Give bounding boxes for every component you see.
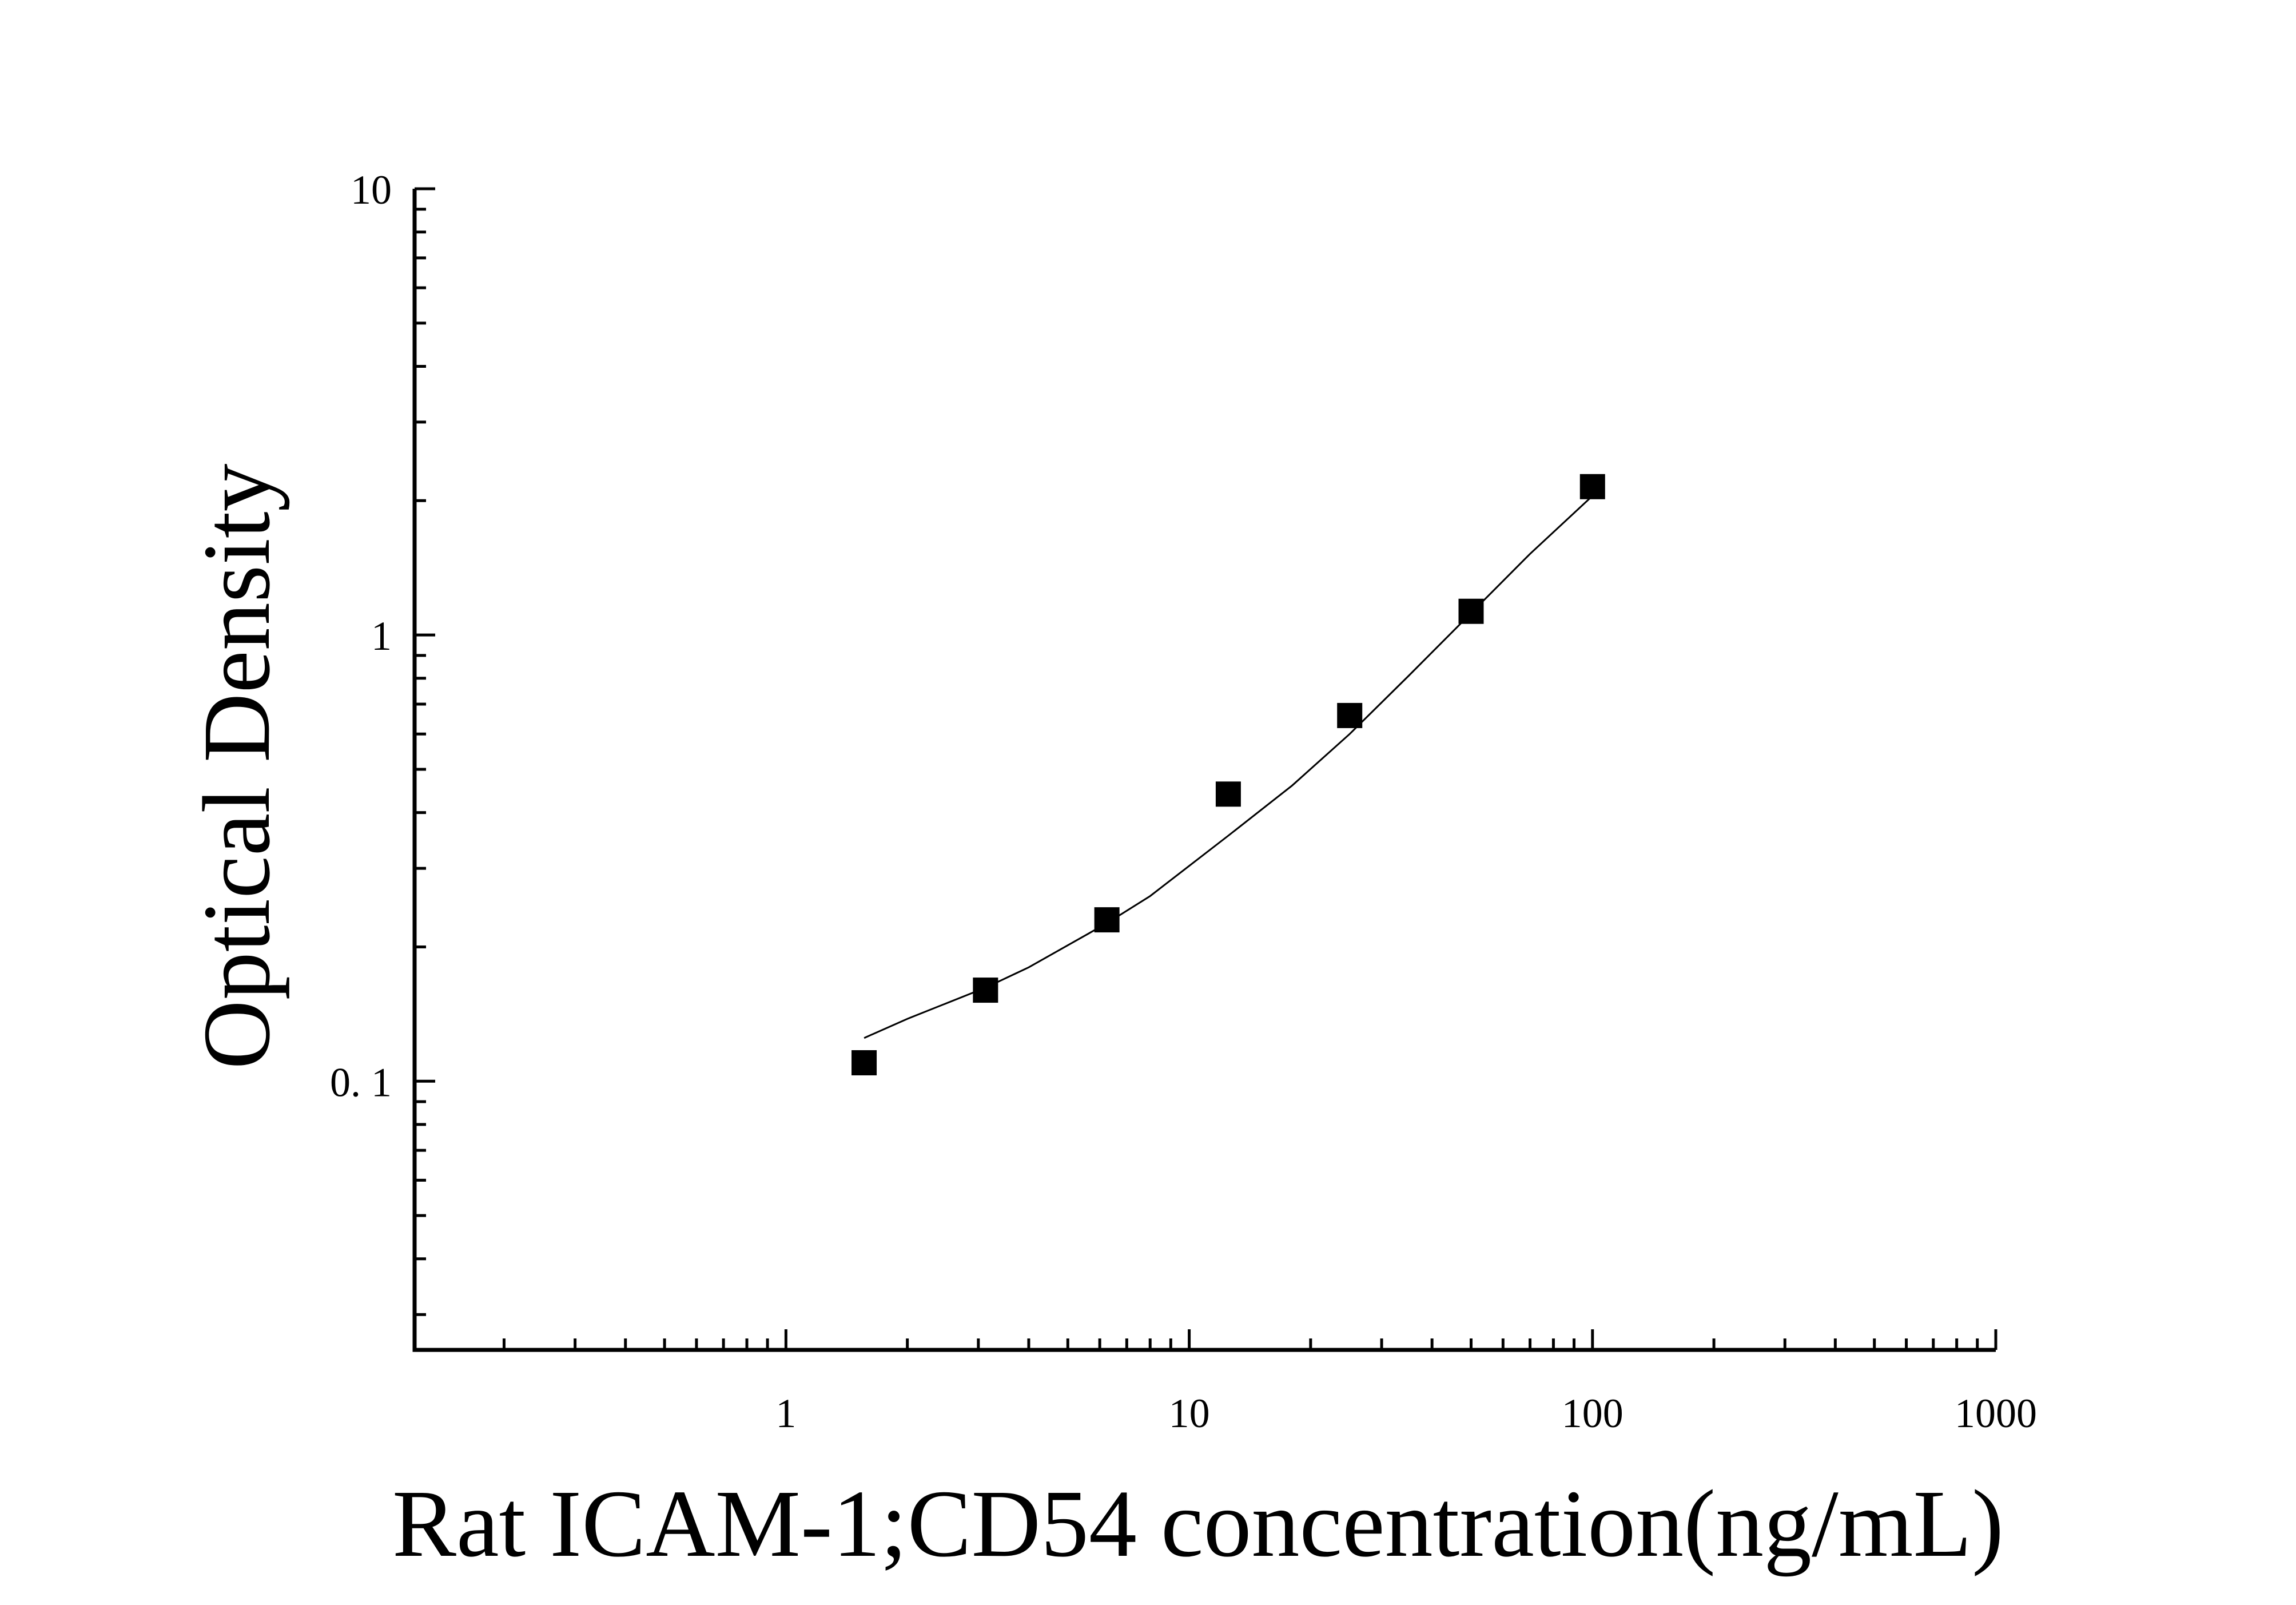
x-axis-title: Rat ICAM-1;CD54 concentration(ng/mL) — [392, 1471, 2004, 1577]
data-points — [851, 474, 1605, 1076]
x-tick-label: 1 — [775, 1391, 796, 1436]
y-tick-label: 10 — [351, 167, 392, 213]
data-point — [1215, 781, 1241, 807]
tick-labels: 1 10 100 1000 0. 1 1 10 — [330, 167, 2037, 1436]
fit-curve — [864, 495, 1593, 1039]
y-axis-title: Optical Density — [184, 463, 290, 1069]
x-tick-label: 100 — [1562, 1391, 1623, 1436]
fit-curve-group — [864, 495, 1593, 1039]
x-tick-label: 10 — [1169, 1391, 1210, 1436]
data-point — [1458, 598, 1484, 624]
y-tick-label: 1 — [371, 613, 392, 659]
data-point — [973, 978, 998, 1003]
x-tick-label: 1000 — [1955, 1391, 2037, 1436]
data-point — [1579, 474, 1605, 499]
data-point — [1337, 702, 1363, 728]
y-tick-label: 0. 1 — [330, 1059, 392, 1105]
data-point — [851, 1050, 877, 1076]
axes — [412, 187, 1997, 1352]
data-point — [1094, 907, 1120, 933]
